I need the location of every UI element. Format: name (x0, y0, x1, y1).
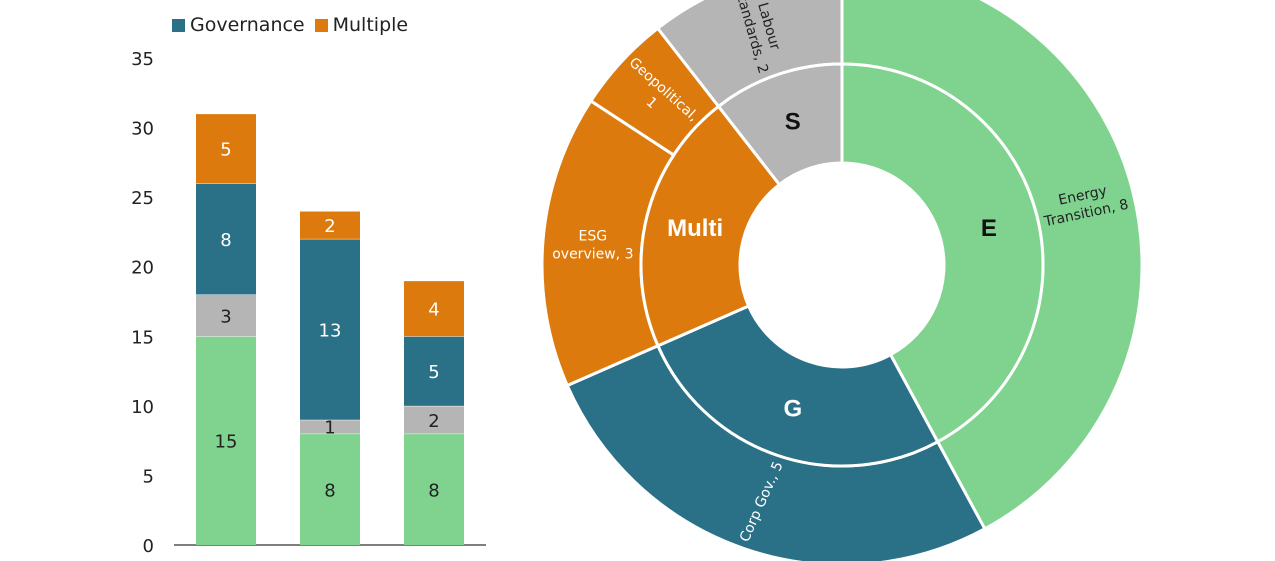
legend-label-governance: Governance (190, 14, 305, 36)
bar-data-label: 1 (324, 418, 335, 439)
legend-swatch-multiple (314, 18, 328, 32)
bar-data-label: 8 (220, 230, 231, 251)
bar-data-label: 5 (220, 139, 231, 160)
bar-data-label: 8 (324, 480, 335, 501)
bar-segment-multiple (300, 211, 360, 239)
bar-data-label: 13 (319, 320, 342, 341)
y-tick-label: 5 (143, 466, 154, 487)
bar-segment-multiple (404, 280, 464, 337)
legend-swatch-governance (172, 18, 185, 32)
sunburst-outer-label-line: ESG (579, 228, 608, 244)
bar-data-label: 2 (324, 216, 335, 237)
bar-data-label: 8 (428, 480, 439, 501)
sunburst-inner-segment (716, 62, 844, 187)
chart-legend: Governance Multiple (172, 14, 418, 36)
y-tick-label: 0 (143, 536, 154, 557)
bar-segment-governance (300, 238, 360, 420)
bar-segment-social (196, 294, 256, 337)
sunburst-inner-label: S (785, 109, 801, 136)
bar-data-label: 5 (428, 362, 439, 383)
bar-segment-multiple (196, 113, 256, 184)
legend-item-governance: Governance (172, 14, 305, 36)
bar-segment-social (404, 405, 464, 434)
sunburst-inner-label: G (783, 395, 802, 422)
sunburst-inner-label: Multi (667, 215, 723, 242)
sunburst-inner-label: E (981, 215, 997, 242)
legend-label-multiple: Multiple (332, 14, 409, 36)
bar-data-label: 15 (215, 432, 238, 453)
sunburst-inner-segment (840, 62, 1045, 444)
bar-segment-environmental (404, 433, 464, 545)
y-tick-label: 30 (131, 119, 154, 140)
bar-data-label: 2 (428, 411, 439, 432)
bar-data-label: 4 (428, 299, 439, 320)
sunburst-inner-segment (655, 303, 940, 468)
y-tick-label: 25 (131, 188, 154, 209)
y-tick-label: 10 (131, 397, 154, 418)
sunburst-outer-label: ESG overview, 3 (552, 228, 633, 262)
bar-segment-environmental (300, 433, 360, 545)
sunburst-outer-label-line: overview, 3 (552, 246, 633, 262)
bar-segment-governance (196, 183, 256, 295)
y-tick-label: 15 (131, 327, 154, 348)
bar-data-label: 3 (220, 306, 231, 327)
y-tick-label: 20 (131, 258, 154, 279)
y-tick-label: 35 (131, 49, 154, 70)
bar-segment-environmental (196, 336, 256, 545)
bar-segment-governance (404, 336, 464, 406)
bar-segment-social (300, 419, 360, 434)
legend-item-multiple: Multiple (314, 14, 409, 36)
sunburst-inner-segment (639, 104, 782, 348)
